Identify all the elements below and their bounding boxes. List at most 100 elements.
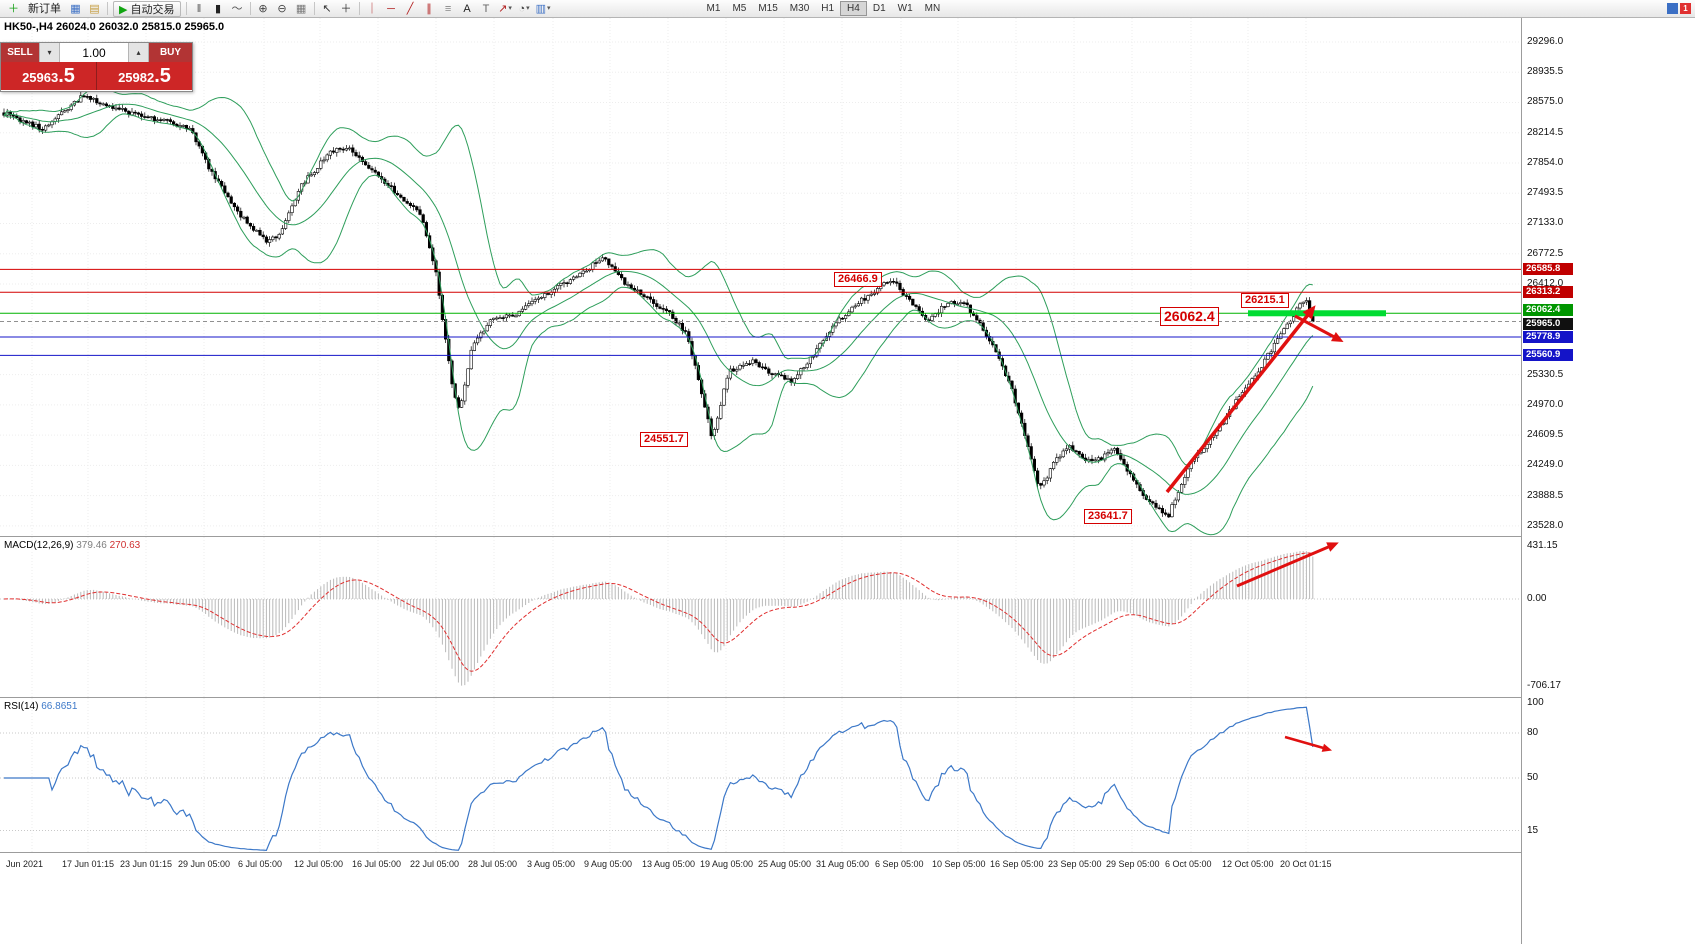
- dropdown-caret-icon: ▾: [546, 4, 551, 12]
- timeframe-h4[interactable]: H4: [840, 1, 867, 16]
- panel-separator[interactable]: [0, 852, 1695, 853]
- price-annotation[interactable]: 26215.1: [1241, 293, 1289, 308]
- price-tick: 25330.5: [1527, 368, 1564, 380]
- volume-decrease-button[interactable]: ▾: [39, 43, 60, 62]
- chart-window-icon[interactable]: ▦: [70, 2, 81, 15]
- price-level-badge: 25778.9: [1523, 331, 1573, 344]
- volume-input[interactable]: [60, 43, 128, 62]
- time-tick: 6 Sep 05:00: [875, 859, 924, 869]
- price-level-badge: 25560.9: [1523, 349, 1573, 362]
- arrows-tool-icon[interactable]: ↗ ▾: [498, 2, 512, 15]
- price-tick: 24609.5: [1527, 429, 1564, 441]
- autotrading-button[interactable]: ▶ 自动交易: [113, 0, 181, 17]
- price-tick: 29296.0: [1527, 36, 1564, 47]
- price-tick: 24970.0: [1527, 398, 1564, 410]
- toolbar-separator: [249, 2, 251, 15]
- sell-price[interactable]: 25963.5: [1, 62, 96, 90]
- price-annotation[interactable]: 23641.7: [1084, 509, 1132, 524]
- toolbar-separator: [358, 2, 360, 15]
- notifications-badge[interactable]: 1: [1680, 3, 1691, 14]
- price-axis: 29296.0 28935.5 28575.0 28214.5 27854.0 27493…: [1521, 18, 1695, 944]
- dropdown-caret-icon: ▾: [526, 4, 530, 12]
- rsi-tick: 100: [1527, 697, 1544, 708]
- cursor-icon[interactable]: ↖: [322, 2, 332, 15]
- time-tick: 16 Jul 05:00: [352, 859, 402, 869]
- zoom-out-icon[interactable]: ⊖: [277, 2, 287, 15]
- line-chart-icon[interactable]: ～: [231, 2, 243, 15]
- timeframe-mn[interactable]: MN: [924, 3, 941, 14]
- toolbar-separator: [313, 2, 315, 15]
- sell-button[interactable]: SELL: [1, 43, 39, 62]
- macd-panel[interactable]: [0, 537, 1521, 697]
- sell-price-pips: .5: [58, 65, 75, 87]
- rsi-label: RSI(14) 66.8651: [4, 701, 77, 712]
- toolbar-separator: [185, 2, 187, 15]
- crosshair-icon[interactable]: ＋: [340, 2, 352, 15]
- buy-price-main: 25982: [118, 70, 155, 85]
- horizontal-line-icon[interactable]: ─: [387, 2, 395, 15]
- profiles-icon[interactable]: ▤: [89, 2, 100, 15]
- fibonacci-icon[interactable]: ≡: [444, 2, 452, 15]
- toolbar-buttons: ＋ 新订单 ▦ ▤ ▶ 自动交易 ‖ ▮ ～ ⊕ ⊖ ▦ ↖ ＋ ｜ ─ ╱ ∥ ≡ A T ↗ ▾ ◔ ▾ ▥ ▾: [4, 0, 553, 17]
- time-tick: 12 Oct 05:00: [1222, 859, 1274, 869]
- equidistant-channel-icon[interactable]: ∥: [426, 2, 432, 15]
- time-tick: 28 Jul 05:00: [468, 859, 518, 869]
- rsi-name: RSI(14): [4, 701, 39, 712]
- timeframe-m30[interactable]: M30: [789, 3, 810, 14]
- new-order-button[interactable]: 新订单: [28, 2, 61, 15]
- candlestick-chart-icon[interactable]: ▮: [215, 2, 222, 15]
- trendline-icon[interactable]: ╱: [406, 2, 414, 15]
- price-tick: 28935.5: [1527, 66, 1564, 78]
- text-icon[interactable]: A: [463, 2, 471, 15]
- time-tick: Jun 2021: [6, 859, 44, 869]
- macd-main-value: 379.46: [76, 540, 107, 551]
- volume-increase-button[interactable]: ▴: [128, 43, 149, 62]
- timeframe-toolbar: M1 M5 M15 M30 H1 H4 D1 W1 MN: [701, 1, 947, 16]
- chat-icon[interactable]: [1667, 3, 1678, 14]
- chart-ohlc-header: HK50-,H4 26024.0 26032.0 25815.0 25965.0: [4, 21, 225, 33]
- timeframe-d1[interactable]: D1: [872, 3, 886, 14]
- zoom-in-icon[interactable]: ⊕: [258, 2, 268, 15]
- buy-price[interactable]: 25982.5: [97, 62, 192, 90]
- timeframe-m15[interactable]: M15: [758, 3, 778, 14]
- rsi-tick: 50: [1527, 772, 1539, 783]
- buy-button[interactable]: BUY: [149, 43, 192, 62]
- new-order-icon[interactable]: ＋: [8, 2, 19, 15]
- timeframe-h1[interactable]: H1: [821, 3, 835, 14]
- time-tick: 25 Aug 05:00: [758, 859, 812, 869]
- price-annotation[interactable]: 24551.7: [640, 432, 688, 447]
- price-tick: 23528.0: [1527, 519, 1564, 531]
- panel-separator[interactable]: [0, 536, 1695, 537]
- macd-tick: -706.17: [1527, 680, 1561, 691]
- panel-separator[interactable]: [0, 697, 1695, 698]
- templates-icon[interactable]: ▥ ▾: [535, 2, 551, 15]
- vertical-line-icon[interactable]: ｜: [366, 2, 378, 15]
- price-tick: 26412.0: [1527, 277, 1564, 289]
- price-tick: 28214.5: [1527, 126, 1564, 138]
- play-icon: ▶: [119, 3, 128, 16]
- price-tick: 27493.5: [1527, 187, 1564, 199]
- time-tick: 23 Jun 01:15: [120, 859, 173, 869]
- price-level-badge: 26062.4: [1523, 304, 1573, 317]
- periodicity-icon[interactable]: ◔ ▾: [518, 2, 530, 15]
- timeframe-m5[interactable]: M5: [732, 3, 747, 14]
- dropdown-caret-icon: ▾: [508, 4, 512, 12]
- main-chart-canvas[interactable]: [0, 18, 1521, 536]
- timeframe-w1[interactable]: W1: [897, 3, 913, 14]
- text-label-icon[interactable]: T: [482, 2, 490, 15]
- time-tick: 19 Aug 05:00: [700, 859, 754, 869]
- price-annotation[interactable]: 26466.9: [834, 272, 882, 287]
- sell-price-main: 25963: [22, 70, 59, 85]
- tile-windows-icon[interactable]: ▦: [295, 2, 307, 15]
- bar-chart-icon[interactable]: ‖: [196, 2, 202, 15]
- time-axis: Jun 2021 17 Jun 01:15 23 Jun 01:15 29 Jun 0…: [0, 853, 1695, 944]
- time-tick: 31 Aug 05:00: [816, 859, 870, 869]
- chart-window[interactable]: HK50-,H4 26024.0 26032.0 25815.0 25965.0…: [0, 18, 1695, 944]
- price-annotation[interactable]: 26062.4: [1160, 307, 1219, 326]
- one-click-trading-panel: SELL ▾ ▴ BUY 25963.5 25982.5: [0, 42, 193, 92]
- rsi-panel[interactable]: [0, 698, 1521, 852]
- timeframe-m1[interactable]: M1: [706, 3, 721, 14]
- rsi-value: 66.8651: [41, 701, 78, 712]
- time-tick: 17 Jun 01:15: [62, 859, 115, 869]
